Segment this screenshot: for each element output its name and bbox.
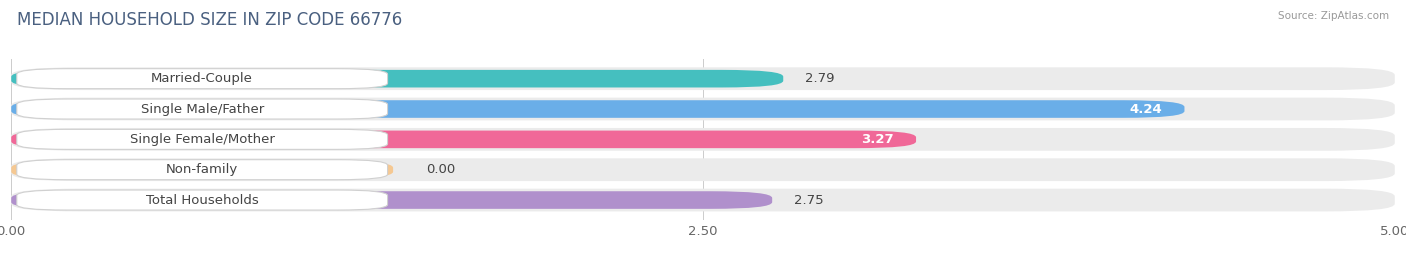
FancyBboxPatch shape [11, 131, 917, 148]
Text: 4.24: 4.24 [1129, 103, 1163, 116]
FancyBboxPatch shape [11, 67, 1395, 90]
FancyBboxPatch shape [17, 99, 388, 119]
FancyBboxPatch shape [11, 100, 1184, 118]
FancyBboxPatch shape [11, 189, 1395, 211]
Text: Non-family: Non-family [166, 163, 238, 176]
Text: 3.27: 3.27 [862, 133, 894, 146]
FancyBboxPatch shape [11, 70, 783, 87]
FancyBboxPatch shape [17, 190, 388, 210]
Text: Single Male/Father: Single Male/Father [141, 103, 264, 116]
FancyBboxPatch shape [17, 129, 388, 149]
FancyBboxPatch shape [11, 98, 1395, 120]
Text: 2.79: 2.79 [806, 72, 835, 85]
Text: Total Households: Total Households [146, 193, 259, 207]
FancyBboxPatch shape [11, 161, 394, 178]
Text: 0.00: 0.00 [426, 163, 456, 176]
FancyBboxPatch shape [11, 128, 1395, 151]
Text: 2.75: 2.75 [794, 193, 824, 207]
Text: Source: ZipAtlas.com: Source: ZipAtlas.com [1278, 11, 1389, 21]
Text: Married-Couple: Married-Couple [152, 72, 253, 85]
Text: MEDIAN HOUSEHOLD SIZE IN ZIP CODE 66776: MEDIAN HOUSEHOLD SIZE IN ZIP CODE 66776 [17, 11, 402, 29]
Text: Single Female/Mother: Single Female/Mother [129, 133, 274, 146]
FancyBboxPatch shape [11, 191, 772, 209]
FancyBboxPatch shape [17, 69, 388, 89]
FancyBboxPatch shape [11, 158, 1395, 181]
FancyBboxPatch shape [17, 160, 388, 180]
